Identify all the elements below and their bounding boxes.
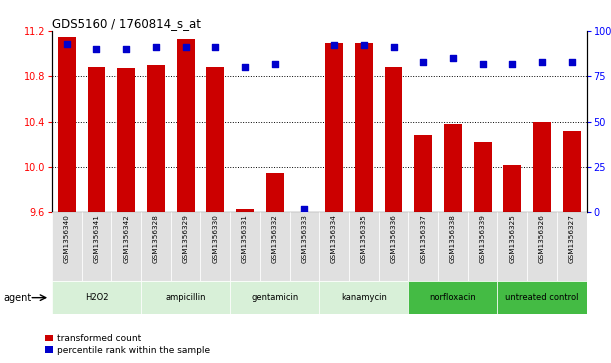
Text: GSM1356342: GSM1356342 [123,215,129,263]
Text: GSM1356332: GSM1356332 [272,215,277,263]
Point [419,59,428,65]
Point [210,44,220,50]
Text: norfloxacin: norfloxacin [430,293,477,302]
Point [122,46,131,52]
Bar [379,212,408,281]
Bar [503,165,521,212]
Bar [147,65,165,212]
Bar [141,281,230,314]
Bar [497,281,587,314]
Point [299,206,309,212]
Bar [408,212,438,281]
Bar [82,212,111,281]
Bar [230,212,260,281]
Bar [438,212,468,281]
Legend: transformed count, percentile rank within the sample: transformed count, percentile rank withi… [41,331,213,359]
Bar [58,37,76,212]
Bar [497,212,527,281]
Bar [290,212,319,281]
Bar [533,122,551,212]
Text: GSM1356335: GSM1356335 [361,215,367,263]
Bar [474,142,491,212]
Point [151,44,161,50]
Bar [141,212,170,281]
Point [270,61,280,66]
Bar [200,212,230,281]
Text: GSM1356325: GSM1356325 [510,215,515,263]
Text: untreated control: untreated control [505,293,579,302]
Text: agent: agent [3,293,31,303]
Text: GSM1356337: GSM1356337 [420,215,426,263]
Bar [52,281,141,314]
Bar [170,212,200,281]
Bar [87,67,105,212]
Bar [207,67,224,212]
Point [92,46,101,52]
Bar [527,212,557,281]
Text: gentamicin: gentamicin [251,293,298,302]
Text: GSM1356339: GSM1356339 [480,215,486,263]
Bar [408,281,497,314]
Text: GSM1356330: GSM1356330 [212,215,218,263]
Point [359,42,368,48]
Point [329,42,339,48]
Bar [236,209,254,212]
Text: GSM1356334: GSM1356334 [331,215,337,263]
Bar [414,135,432,212]
Text: GSM1356333: GSM1356333 [301,215,307,263]
Bar [349,212,379,281]
Text: GSM1356336: GSM1356336 [390,215,397,263]
Point [389,44,398,50]
Point [62,41,71,46]
Point [448,55,458,61]
Bar [444,124,462,212]
Text: GSM1356326: GSM1356326 [539,215,545,263]
Bar [557,212,587,281]
Point [181,44,191,50]
Text: ampicillin: ampicillin [166,293,206,302]
Bar [355,43,373,212]
Bar [230,281,319,314]
Point [567,59,577,65]
Bar [117,68,135,212]
Text: GSM1356328: GSM1356328 [153,215,159,263]
Bar [320,281,408,314]
Bar [320,212,349,281]
Bar [384,67,403,212]
Point [478,61,488,66]
Bar [325,43,343,212]
Point [240,64,250,70]
Text: GSM1356331: GSM1356331 [242,215,248,263]
Point [537,59,547,65]
Bar [177,39,194,212]
Text: GSM1356338: GSM1356338 [450,215,456,263]
Bar [563,131,580,212]
Point [507,61,517,66]
Text: GSM1356341: GSM1356341 [93,215,100,263]
Text: GDS5160 / 1760814_s_at: GDS5160 / 1760814_s_at [52,17,201,30]
Bar [266,173,284,212]
Bar [52,212,82,281]
Bar [111,212,141,281]
Bar [468,212,497,281]
Text: H2O2: H2O2 [85,293,108,302]
Bar [260,212,290,281]
Text: GSM1356327: GSM1356327 [569,215,575,263]
Text: GSM1356340: GSM1356340 [64,215,70,263]
Text: GSM1356329: GSM1356329 [183,215,189,263]
Text: kanamycin: kanamycin [341,293,387,302]
